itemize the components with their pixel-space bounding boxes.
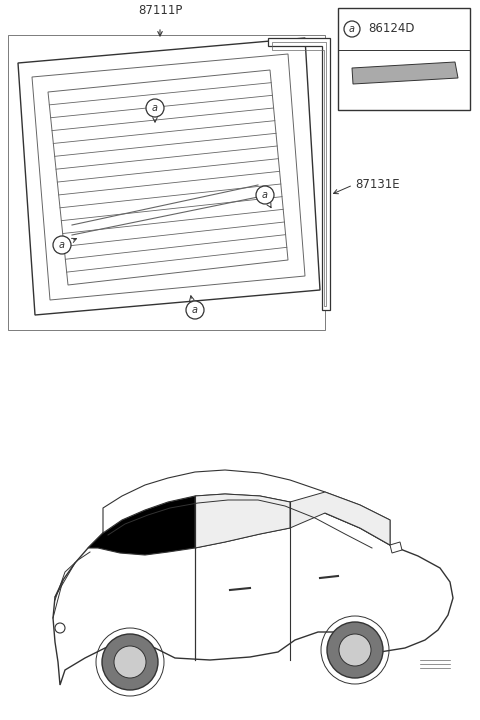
Circle shape bbox=[327, 622, 383, 678]
Text: a: a bbox=[192, 305, 198, 315]
Circle shape bbox=[102, 634, 158, 690]
Polygon shape bbox=[290, 492, 390, 545]
Polygon shape bbox=[53, 494, 453, 685]
Text: a: a bbox=[152, 103, 158, 113]
Text: 87111P: 87111P bbox=[138, 4, 182, 17]
Polygon shape bbox=[268, 38, 330, 310]
Circle shape bbox=[256, 186, 274, 204]
Circle shape bbox=[186, 301, 204, 319]
Circle shape bbox=[114, 646, 146, 678]
Circle shape bbox=[53, 236, 71, 254]
Polygon shape bbox=[88, 494, 290, 555]
Text: 87131E: 87131E bbox=[355, 179, 400, 192]
Polygon shape bbox=[352, 62, 458, 84]
Text: 86124D: 86124D bbox=[368, 22, 415, 35]
Text: a: a bbox=[59, 240, 65, 250]
Polygon shape bbox=[195, 494, 290, 548]
Circle shape bbox=[339, 634, 371, 666]
Polygon shape bbox=[18, 38, 320, 315]
Circle shape bbox=[344, 21, 360, 37]
Polygon shape bbox=[390, 542, 402, 553]
Text: a: a bbox=[262, 190, 268, 200]
Text: a: a bbox=[349, 24, 355, 34]
Circle shape bbox=[146, 99, 164, 117]
Polygon shape bbox=[103, 470, 390, 545]
Bar bbox=[338, 8, 470, 110]
